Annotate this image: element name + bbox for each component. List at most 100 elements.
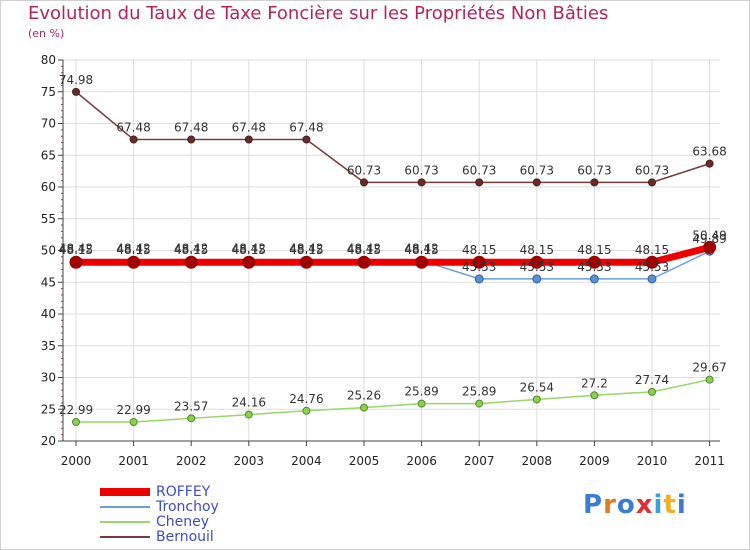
data-label-tronchoy: 48.42	[232, 242, 266, 256]
data-label-cheney: 25.89	[462, 385, 496, 399]
data-label-cheney: 22.99	[116, 403, 150, 417]
legend-label-tronchoy: Tronchoy	[156, 498, 219, 515]
data-point-roffey	[299, 255, 313, 269]
data-label-roffey: 48.15	[347, 243, 381, 257]
data-point-roffey	[587, 255, 601, 269]
data-label-cheney: 26.54	[520, 380, 554, 394]
data-label-roffey: 48.15	[59, 243, 93, 257]
logo-letter: t	[663, 490, 677, 520]
y-tick-label: 35	[41, 339, 56, 353]
x-tick-label: 2011	[694, 454, 725, 468]
logo-letter: r	[603, 490, 617, 520]
data-label-roffey: 48.15	[462, 243, 496, 257]
data-label-bernouil: 60.73	[577, 163, 611, 177]
y-axis-unit: (en %)	[28, 27, 65, 40]
data-point-bernouil	[187, 135, 196, 144]
legend-swatch-roffey	[100, 487, 150, 496]
data-label-roffey: 48.15	[520, 243, 554, 257]
data-label-cheney: 22.99	[59, 403, 93, 417]
data-label-bernouil: 63.68	[692, 145, 726, 159]
y-tick-label: 20	[41, 434, 56, 448]
legend-item: Bernouil	[100, 529, 219, 544]
data-point-bernouil	[417, 178, 426, 187]
data-label-tronchoy: 45.53	[635, 260, 669, 274]
data-point-roffey	[645, 255, 659, 269]
data-label-cheney: 24.16	[232, 396, 266, 410]
data-point-cheney	[302, 406, 311, 415]
proxiti-logo: Proxiti	[583, 490, 687, 520]
data-label-tronchoy: 48.42	[404, 242, 438, 256]
data-label-cheney: 27.2	[581, 376, 608, 390]
data-label-cheney: 25.89	[404, 385, 438, 399]
x-tick-label: 2006	[406, 454, 437, 468]
data-point-roffey	[530, 255, 544, 269]
data-point-bernouil	[360, 178, 368, 187]
data-point-cheney	[417, 399, 426, 408]
legend-swatch-tronchoy	[100, 505, 150, 508]
data-label-tronchoy: 49.89	[692, 232, 726, 246]
data-point-bernouil	[532, 178, 541, 187]
legend-label-cheney: Cheney	[156, 513, 210, 530]
y-tick-label: 25	[41, 402, 56, 416]
data-point-cheney	[244, 410, 253, 419]
data-label-roffey: 48.15	[577, 243, 611, 257]
data-point-roffey	[242, 255, 256, 269]
legend-swatch-cheney	[100, 520, 150, 523]
data-point-tronchoy	[589, 274, 599, 284]
data-label-bernouil: 60.73	[347, 163, 381, 177]
series-line-roffey	[72, 243, 714, 266]
y-tick-label: 65	[41, 148, 56, 162]
data-point-bernouil	[302, 135, 311, 144]
x-tick-label: 2010	[637, 454, 668, 468]
y-tick-label: 45	[41, 275, 56, 289]
data-label-cheney: 23.57	[174, 399, 208, 413]
y-tick-label: 70	[41, 117, 56, 131]
y-tick-label: 55	[41, 212, 56, 226]
data-label-bernouil: 67.48	[289, 121, 323, 135]
data-point-tronchoy	[532, 274, 542, 284]
logo-letter: i	[676, 490, 687, 520]
data-label-tronchoy: 48.42	[289, 242, 323, 256]
data-point-tronchoy	[474, 274, 484, 284]
data-point-bernouil	[244, 135, 253, 144]
logo-letter: i	[653, 490, 664, 520]
y-tick-label: 50	[41, 244, 56, 258]
data-label-bernouil: 60.73	[462, 163, 496, 177]
data-point-roffey	[357, 255, 371, 269]
legend-item: Cheney	[100, 514, 219, 529]
data-label-bernouil: 60.73	[520, 163, 554, 177]
x-tick-label: 2008	[522, 454, 553, 468]
data-label-bernouil: 74.98	[59, 73, 93, 87]
data-point-cheney	[360, 403, 368, 412]
data-point-roffey	[184, 255, 198, 269]
data-point-cheney	[187, 414, 196, 423]
x-tick-label: 2007	[464, 454, 495, 468]
data-point-bernouil	[72, 87, 80, 96]
data-label-bernouil: 67.48	[232, 121, 266, 135]
data-point-roffey	[69, 255, 83, 269]
series-line-cheney	[75, 378, 711, 423]
series-line-bernouil	[75, 91, 711, 184]
data-label-cheney: 25.26	[347, 389, 381, 403]
logo-letter: x	[635, 490, 654, 520]
data-point-roffey	[415, 255, 429, 269]
data-point-cheney	[72, 418, 80, 427]
data-label-roffey: 50.49	[692, 228, 726, 242]
data-point-cheney	[532, 395, 541, 404]
logo-letter: P	[583, 490, 604, 520]
data-point-cheney	[475, 399, 484, 408]
data-label-tronchoy: 48.42	[116, 242, 150, 256]
data-label-roffey: 48.15	[289, 243, 323, 257]
legend-swatch-bernouil	[100, 535, 150, 538]
data-label-tronchoy: 45.53	[520, 260, 554, 274]
legend-item: ROFFEY	[100, 484, 219, 499]
data-label-roffey: 48.15	[174, 243, 208, 257]
data-point-cheney	[590, 391, 599, 400]
legend-item: Tronchoy	[100, 499, 219, 514]
x-tick-label: 2001	[118, 454, 149, 468]
data-point-bernouil	[590, 178, 599, 187]
data-label-tronchoy: 45.53	[577, 260, 611, 274]
data-point-bernouil	[475, 178, 484, 187]
y-tick-label: 60	[41, 180, 56, 194]
data-point-roffey	[127, 255, 141, 269]
